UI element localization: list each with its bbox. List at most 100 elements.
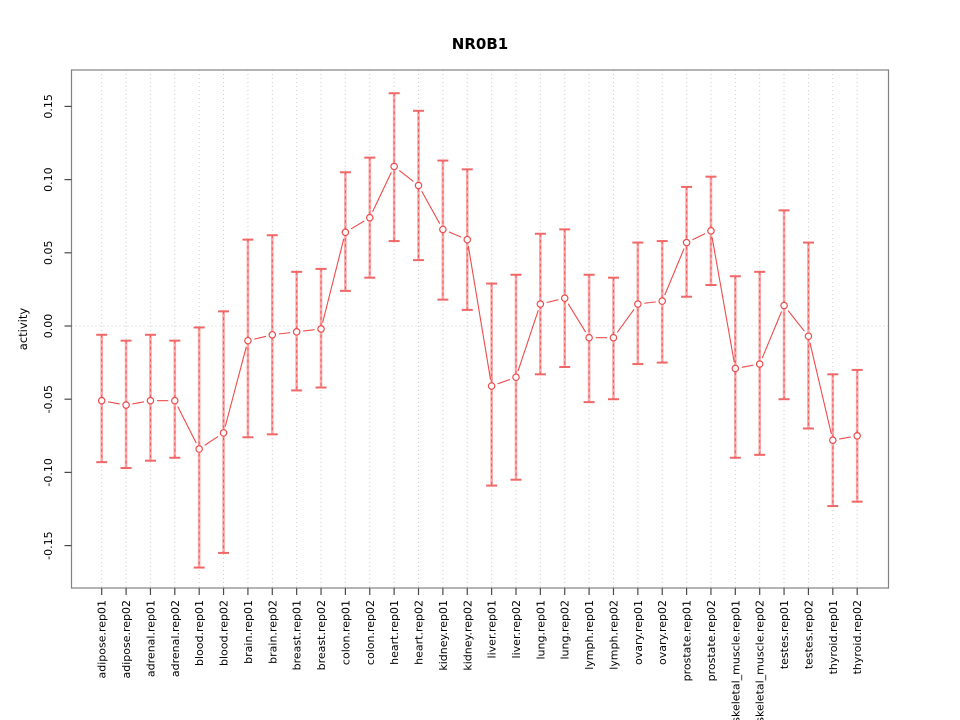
x-tick-label: skeletal_muscle.rep01 (729, 600, 742, 720)
connector-line (711, 237, 735, 363)
data-point (780, 301, 788, 310)
x-tick-label: thyroid.rep01 (827, 600, 840, 674)
connector-line (421, 190, 441, 224)
x-tick-label: breast.rep01 (291, 600, 304, 670)
connector-line (741, 364, 754, 368)
x-tick-label: lung.rep01 (534, 600, 547, 660)
connector-line (132, 401, 145, 405)
x-tick-label: thyroid.rep02 (851, 600, 864, 674)
data-point (244, 336, 252, 345)
data-point (439, 225, 447, 234)
data-point (682, 238, 691, 247)
x-tick-label: prostate.rep01 (681, 600, 694, 681)
connector-line (664, 248, 685, 296)
x-tick-label: ovary.rep02 (656, 600, 669, 665)
y-axis-label: activity (16, 308, 30, 351)
x-tick-label: adipose.rep01 (96, 600, 109, 679)
connector-line (254, 335, 267, 340)
data-point (609, 333, 618, 342)
connector-line (644, 301, 656, 304)
data-point (365, 213, 374, 222)
x-tick-label: kidney.rep01 (437, 600, 450, 671)
data-point (122, 401, 130, 409)
connector-line (692, 233, 706, 241)
x-tick-label: heart.rep02 (413, 600, 426, 665)
connector-line (322, 238, 345, 323)
connector-line (616, 308, 635, 333)
connector-line (497, 378, 511, 385)
data-point (536, 300, 545, 308)
x-tick-label: ovary.rep01 (632, 600, 645, 665)
data-point (707, 227, 715, 235)
data-point (195, 445, 203, 453)
data-point (658, 297, 667, 305)
y-tick-label: -0.05 (42, 385, 55, 413)
data-point (828, 436, 837, 444)
x-tick-label: testes.rep01 (778, 600, 791, 669)
connector-line (567, 303, 587, 333)
y-tick-label: 0.10 (42, 167, 55, 192)
y-tick-label: 0.05 (42, 241, 55, 265)
data-point (268, 330, 277, 339)
connector-line (761, 311, 783, 359)
data-point (804, 332, 813, 341)
y-tick-label: -0.10 (42, 458, 55, 486)
data-point (634, 300, 642, 308)
connector-line (517, 310, 539, 372)
x-tick-label: colon.rep02 (364, 600, 377, 665)
connector-line (809, 342, 832, 434)
x-tick-label: liver.rep01 (486, 600, 499, 658)
x-tick-label: breast.rep02 (315, 600, 328, 670)
data-point (512, 373, 520, 382)
connector-line (303, 329, 315, 332)
connector-line (350, 220, 365, 230)
x-tick-label: brain.rep02 (266, 600, 279, 664)
y-tick-label: 0.15 (42, 94, 55, 119)
y-tick-label: -0.15 (42, 531, 55, 559)
x-tick-label: kidney.rep02 (461, 600, 474, 671)
data-point (755, 360, 764, 368)
connector-line (204, 435, 219, 446)
chart-title: NR0B1 (452, 35, 508, 53)
x-tick-label: brain.rep01 (242, 600, 255, 664)
connector-line (372, 172, 392, 213)
data-point (317, 325, 325, 333)
data-point (731, 364, 740, 373)
x-tick-label: prostate.rep02 (705, 600, 718, 681)
x-tick-label: adrenal.rep01 (144, 600, 157, 677)
data-point (292, 328, 301, 336)
x-tick-label: testes.rep02 (802, 600, 815, 669)
connector-line (177, 406, 197, 444)
data-point (585, 333, 593, 342)
data-point (853, 431, 861, 440)
data-point (390, 162, 398, 171)
connector-line (278, 332, 291, 335)
x-tick-label: skeletal_muscle.rep02 (754, 600, 767, 720)
connector-line (787, 310, 805, 332)
y-tick-label: 0.00 (42, 314, 55, 339)
x-tick-label: adrenal.rep02 (169, 600, 182, 677)
x-tick-label: liver.rep02 (510, 600, 523, 658)
data-point (487, 382, 496, 390)
data-point (341, 228, 350, 237)
data-point (219, 429, 228, 437)
connector-line (398, 169, 414, 182)
x-tick-label: heart.rep01 (388, 600, 401, 665)
connector-line (467, 245, 492, 380)
x-tick-label: blood.rep01 (193, 600, 206, 666)
data-point (560, 294, 569, 302)
data-point (171, 396, 179, 405)
connector-line (224, 346, 247, 427)
connector-line (107, 401, 120, 405)
x-tick-label: blood.rep02 (218, 600, 231, 666)
connector-line (839, 436, 851, 440)
x-tick-label: colon.rep01 (339, 600, 352, 665)
data-point (97, 396, 106, 405)
x-tick-label: lung.rep02 (559, 600, 572, 660)
x-tick-label: lymph.rep01 (583, 600, 596, 670)
data-point (414, 181, 423, 190)
plot-box (70, 69, 890, 589)
x-tick-label: lymph.rep02 (607, 600, 620, 670)
